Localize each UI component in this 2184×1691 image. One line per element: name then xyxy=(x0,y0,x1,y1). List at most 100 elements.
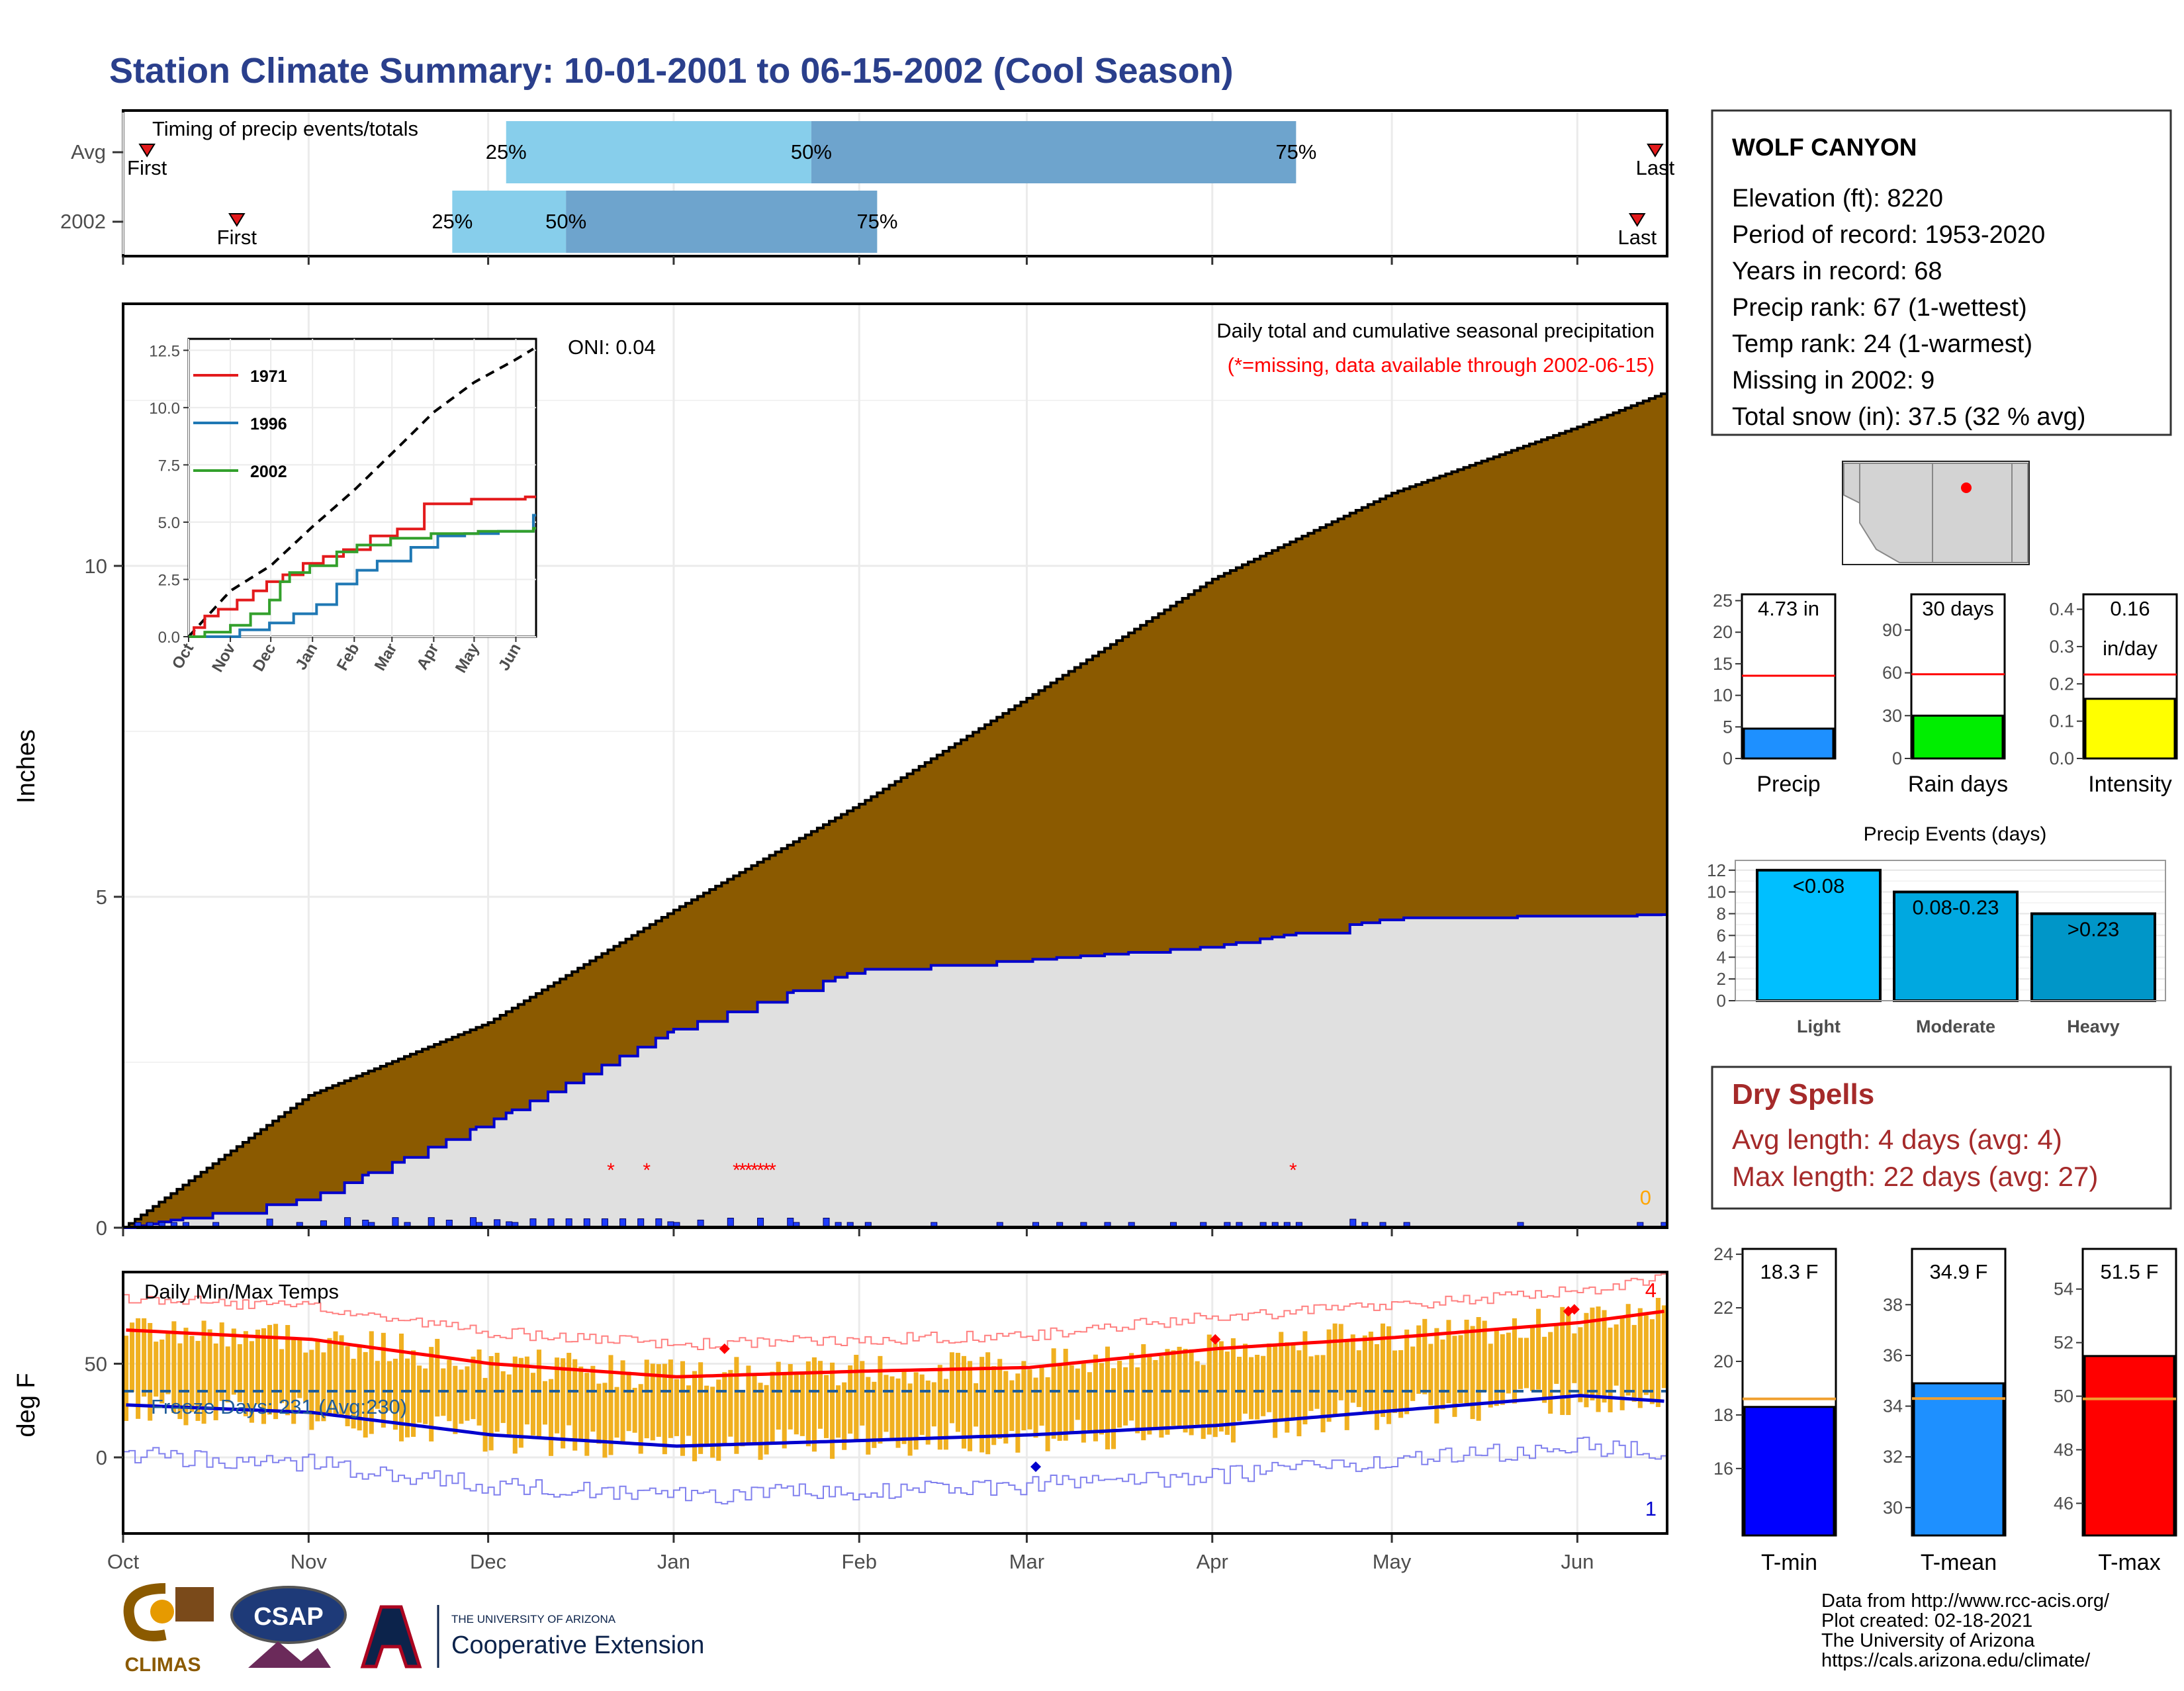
missing-marker: * xyxy=(733,1160,741,1181)
timing-avg-bar-early xyxy=(506,121,811,183)
daily-temp-bar xyxy=(889,1376,895,1438)
inset-series-1996 xyxy=(189,514,536,638)
daily-temp-bar xyxy=(1093,1354,1098,1441)
daily-temp-bar xyxy=(1410,1346,1416,1401)
daily-temp-bar xyxy=(1494,1330,1499,1406)
daily-temp-bar xyxy=(465,1366,470,1421)
daily-temp-bar xyxy=(1608,1327,1613,1412)
daily-temp-bar xyxy=(1578,1327,1583,1402)
precip-y-tick-label: 5 xyxy=(96,886,107,909)
temp-summary-tick-label: 30 xyxy=(1883,1498,1903,1518)
summary-bar-tick-label: 30 xyxy=(1882,706,1902,725)
daily-temp-bar xyxy=(734,1357,739,1454)
daily-temp-bar xyxy=(1643,1315,1649,1395)
daily-temp-bar xyxy=(1021,1361,1026,1431)
daily-temp-bar xyxy=(429,1347,434,1441)
timing-2002-first-label: First xyxy=(217,226,257,249)
daily-temp-bar xyxy=(124,1336,129,1421)
daily-temp-bar xyxy=(1488,1344,1493,1408)
daily-temp-bar xyxy=(644,1359,649,1439)
daily-temp-bar xyxy=(758,1383,763,1460)
daily-temp-bar xyxy=(817,1361,823,1429)
summary-bar-tick-label: 60 xyxy=(1882,663,1902,683)
timing-avg-first-label: First xyxy=(127,156,167,179)
precip-axis-ticks xyxy=(122,1228,1578,1236)
daily-temp-bar xyxy=(872,1381,877,1448)
temp-summary-tick-label: 20 xyxy=(1713,1351,1733,1371)
temp-summary-tick-label: 46 xyxy=(2054,1493,2073,1513)
daily-temp-bar xyxy=(901,1370,907,1444)
timing-2002-first-marker xyxy=(228,213,246,227)
daily-temp-bar xyxy=(387,1361,392,1411)
uofa-a-mark xyxy=(360,1605,422,1668)
daily-temp-bar xyxy=(1392,1350,1398,1413)
daily-temp-bar xyxy=(572,1359,578,1451)
record-high-count: 4 xyxy=(1645,1279,1657,1302)
daily-temp-bar xyxy=(656,1364,661,1437)
daily-temp-bar xyxy=(979,1357,985,1453)
dry-spells-title: Dry Spells xyxy=(1732,1078,1874,1111)
daily-temp-bar xyxy=(1649,1319,1655,1404)
daily-temp-bar xyxy=(746,1365,751,1443)
summary-bar-tick-label: 0 xyxy=(1723,749,1733,768)
events-y-tick-label: 12 xyxy=(1707,860,1726,880)
temp-y-tick-label: 0 xyxy=(96,1446,107,1469)
temp-summary-tick-label: 34 xyxy=(1883,1396,1903,1416)
daily-temp-bar xyxy=(309,1349,314,1430)
map-new-mexico xyxy=(1932,463,2013,563)
daily-temp-bar xyxy=(686,1385,692,1436)
daily-temp-bar xyxy=(943,1379,948,1450)
observed-cumulative-area xyxy=(123,915,1667,1228)
daily-temp-bar xyxy=(860,1361,865,1426)
daily-temp-bar xyxy=(273,1324,279,1420)
daily-temp-bar xyxy=(459,1369,464,1424)
daily-temp-bar xyxy=(506,1374,512,1437)
daily-temp-bar xyxy=(423,1368,428,1424)
daily-temp-bar xyxy=(1111,1368,1116,1449)
daily-temp-bar xyxy=(1625,1304,1631,1396)
daily-temp-bar xyxy=(165,1332,171,1394)
missing-marker: * xyxy=(643,1160,651,1181)
record-markers xyxy=(719,1304,1580,1473)
timing-2002-bar-late xyxy=(566,191,878,253)
timing-2002-last-label: Last xyxy=(1617,226,1657,249)
daily-temp-bar xyxy=(1033,1377,1038,1438)
timing-2002-pct-label-3: 75% xyxy=(856,210,897,233)
daily-temp-bar xyxy=(1189,1349,1194,1436)
inset-gridlines xyxy=(188,339,536,637)
summary-bar-label: Precip xyxy=(1756,772,1820,797)
daily-temp-bar xyxy=(243,1331,248,1416)
daily-temp-bar xyxy=(1201,1365,1206,1440)
temp-summary-tick-label: 38 xyxy=(1883,1295,1903,1314)
daily-temp-bar xyxy=(1177,1346,1182,1429)
events-category-light: Light xyxy=(1797,1017,1841,1036)
events-title: Precip Events (days) xyxy=(1864,823,2047,845)
daily-temp-bar xyxy=(1416,1325,1422,1394)
month-label-nov: Nov xyxy=(291,1550,328,1573)
precip-events-chart: Precip Events (days) <0.08 Light 0.08-0.23… xyxy=(1707,823,2166,1036)
daily-temp-bar xyxy=(207,1329,212,1405)
daily-temp-bar xyxy=(488,1356,494,1451)
daily-temp-bar xyxy=(836,1385,841,1438)
dry-spells-box: Dry Spells Avg length: 4 days (avg: 4) M… xyxy=(1711,1066,2172,1210)
daily-temp-bar xyxy=(1326,1329,1332,1422)
climas-logo-sun xyxy=(150,1600,174,1623)
daily-temp-bar xyxy=(524,1356,529,1425)
daily-temp-bar xyxy=(1039,1366,1044,1426)
missing-note: (*=missing, data available through 2002-… xyxy=(1228,353,1655,377)
daily-temp-bar xyxy=(549,1379,554,1456)
daily-temp-bar xyxy=(752,1373,757,1445)
events-y-tick-label: 4 xyxy=(1717,947,1726,967)
month-label-dec: Dec xyxy=(470,1550,506,1573)
daily-temp-bar xyxy=(1631,1324,1637,1402)
daily-temp-bar xyxy=(1224,1351,1230,1435)
daily-temp-bar xyxy=(369,1331,374,1434)
timing-2002-last-marker xyxy=(1629,213,1646,227)
daily-temp-bar xyxy=(219,1322,224,1401)
daily-temp-bar xyxy=(794,1372,799,1435)
month-label-apr: Apr xyxy=(1197,1550,1228,1573)
daily-temp-bar xyxy=(997,1359,1003,1439)
daily-temp-bar xyxy=(1027,1369,1032,1430)
